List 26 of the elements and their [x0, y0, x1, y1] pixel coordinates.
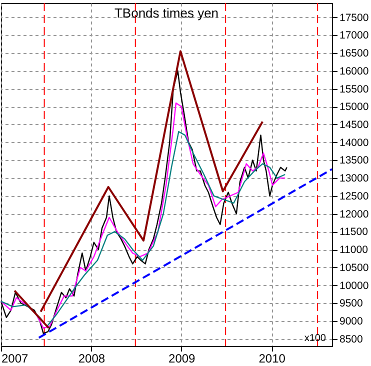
y-tick-label: 11000	[340, 244, 368, 256]
y-tick-label: 13500	[340, 154, 369, 167]
y-tick-label: 17000	[340, 30, 369, 42]
y-tick-label: 10500	[340, 262, 369, 274]
y-tick-label: 13000	[340, 172, 369, 185]
y-tick-label: 16500	[340, 48, 369, 60]
x-tick-label: 2009	[168, 352, 196, 366]
y-tick-label: 16000	[340, 65, 369, 78]
y-tick-label: 15500	[340, 83, 369, 96]
y-tick-label: 8500	[340, 333, 364, 346]
y-tick-label: 11500	[340, 226, 368, 238]
line-series	[40, 50, 264, 313]
x-tick-label: 2010	[258, 352, 286, 366]
y-tick-label: 15000	[340, 101, 369, 114]
x-tick-label: 2008	[78, 352, 106, 366]
y-tick-label: 12000	[340, 208, 369, 220]
y-tick-label: 9000	[340, 315, 364, 328]
y-tick-label: 17500	[340, 12, 369, 24]
chart-title: TBonds times yen	[114, 6, 219, 20]
y-tick-label: 14000	[340, 136, 369, 149]
x-tick-label: 2007	[2, 352, 29, 366]
annotation: x100	[304, 333, 326, 344]
y-tick-label: 10000	[340, 280, 369, 292]
y-tick-label: 9500	[340, 298, 364, 310]
y-tick-label: 12500	[340, 190, 369, 202]
y-tick-label: 14500	[340, 118, 369, 131]
